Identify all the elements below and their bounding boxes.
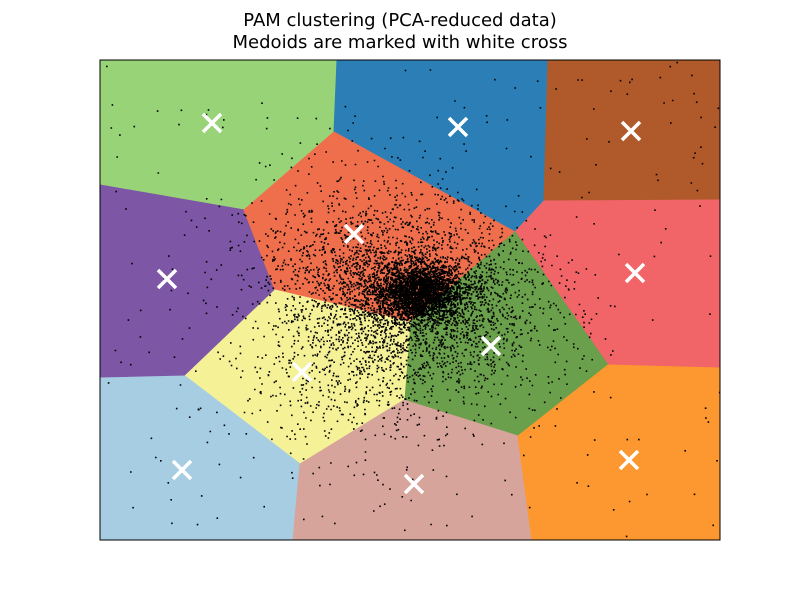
medoid-cross-3 (620, 120, 642, 142)
medoid-cross-8 (291, 361, 313, 383)
data-points (106, 61, 720, 538)
medoid-cross-5 (343, 223, 365, 245)
data-point-cloud (106, 61, 720, 538)
chart-title: PAM clustering (PCA-reduced data) Medoid… (0, 10, 800, 54)
medoid-cross-9 (171, 459, 193, 481)
medoid-cross-2 (447, 116, 469, 138)
chart-title-line2: Medoids are marked with white cross (232, 32, 568, 53)
medoid-cross-6 (624, 262, 646, 284)
cluster-region-11 (517, 364, 720, 540)
chart-title-line1: PAM clustering (PCA-reduced data) (243, 10, 557, 31)
medoid-cross-11 (618, 449, 640, 471)
medoid-cross-7 (480, 335, 502, 357)
medoid-cross-4 (156, 268, 178, 290)
medoid-markers (156, 112, 646, 495)
medoid-cross-1 (201, 112, 223, 134)
plot-frame (99, 59, 721, 541)
plot-area (99, 59, 721, 541)
medoid-cross-10 (403, 473, 425, 495)
